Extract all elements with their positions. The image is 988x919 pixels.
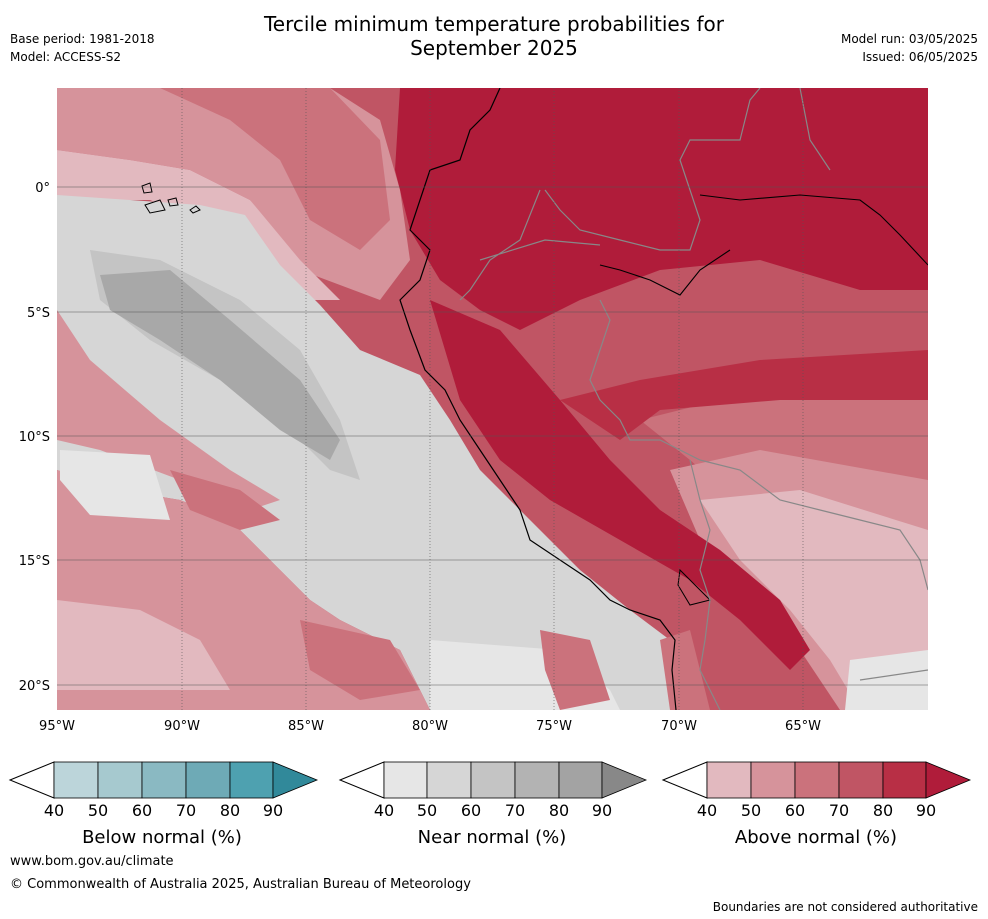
colorbar-below-tick-70: 70	[176, 801, 196, 820]
above-normal-60-patch-coast	[540, 630, 610, 710]
colorbar-near-normal: 40 50 60 70 80 90 Near normal (%)	[338, 761, 648, 848]
colorbar-near-min-triangle	[338, 761, 385, 799]
above-normal-60-region-northwest	[160, 88, 390, 250]
above-normal-60-patch-andes-south	[660, 630, 710, 710]
lon-label-70w: 70°W	[661, 719, 697, 734]
colorbar-below-min-triangle	[8, 761, 55, 799]
colorbar-near-swatch-2	[426, 761, 472, 799]
lon-label-95w: 95°W	[39, 719, 75, 734]
colorbar-below-max-triangle	[272, 761, 319, 799]
colorbar-near-tick-50: 50	[417, 801, 437, 820]
colorbar-above-swatch-3	[794, 761, 840, 799]
issued-text: Issued: 06/05/2025	[862, 50, 978, 64]
colorbar-near-tick-70: 70	[505, 801, 525, 820]
colorbar-below-swatch-3	[141, 761, 187, 799]
colorbar-near-swatch-5	[558, 761, 603, 799]
copyright-text: © Commonwealth of Australia 2025, Austra…	[10, 877, 471, 892]
colorbar-above-tick-70: 70	[829, 801, 849, 820]
colorbar-above-normal: 40 50 60 70 80 90 Above normal (%)	[661, 761, 972, 848]
near-normal-patch-west	[60, 450, 170, 520]
colorbar-below-swatch-2	[97, 761, 143, 799]
base-info: Base period: 1981-2018 Model: ACCESS-S2	[10, 30, 155, 66]
colorbar-below-swatch-4	[185, 761, 231, 799]
colorbar-near-title: Near normal (%)	[418, 827, 567, 848]
near-normal-70-region	[100, 270, 340, 460]
colorbar-below-tick-90: 90	[263, 801, 283, 820]
lat-label-20s: 20°S	[19, 679, 50, 694]
above-normal-60-patch-south	[300, 620, 420, 700]
lat-label-15s: 15°S	[19, 554, 50, 569]
probability-fields	[57, 88, 928, 710]
base-period-text: Base period: 1981-2018	[10, 32, 155, 46]
colorbar-above-tick-50: 50	[741, 801, 761, 820]
colorbar-above-tick-60: 60	[785, 801, 805, 820]
colorbar-above-title: Above normal (%)	[735, 827, 897, 848]
colorbar-below-tick-50: 50	[88, 801, 108, 820]
colorbar-above-tick-80: 80	[873, 801, 893, 820]
near-normal-region-southeast	[845, 650, 928, 710]
run-info: Model run: 03/05/2025 Issued: 06/05/2025	[841, 30, 978, 66]
galapagos-islands	[141, 182, 201, 214]
colorbar-above-tick-90: 90	[916, 801, 936, 820]
colorbar-near-swatch-4	[514, 761, 560, 799]
colorbar-near-tick-40: 40	[374, 801, 394, 820]
colorbar-near-tick-80: 80	[549, 801, 569, 820]
above-normal-90-region-north	[395, 88, 928, 330]
lat-label-5s: 5°S	[27, 306, 50, 321]
colorbar-near-tick-60: 60	[461, 801, 481, 820]
colorbar-near-tick-90: 90	[592, 801, 612, 820]
above-normal-80-band	[560, 350, 928, 440]
colorbar-below-tick-60: 60	[132, 801, 152, 820]
model-text: Model: ACCESS-S2	[10, 50, 122, 64]
colorbar-above-swatch-1	[706, 761, 752, 799]
lon-label-90w: 90°W	[164, 719, 200, 734]
title-line-1: Tercile minimum temperature probabilitie…	[263, 12, 725, 36]
colorbar-below-swatch-5	[229, 761, 274, 799]
lake-titicaca	[677, 568, 711, 606]
colorbar-near-swatch-3	[470, 761, 516, 799]
colorbar-above-tick-40: 40	[697, 801, 717, 820]
lat-label-0: 0°	[35, 181, 50, 196]
colorbar-below-tick-40: 40	[44, 801, 64, 820]
map-title: Tercile minimum temperature probabilitie…	[0, 12, 988, 60]
above-normal-50-tongue-west	[57, 310, 280, 510]
colorbar-above-swatch-5	[882, 761, 927, 799]
colorbar-near-max-triangle	[601, 761, 648, 799]
river-amazon	[599, 194, 928, 296]
lat-label-10s: 10°S	[19, 430, 50, 445]
colorbar-above-min-triangle	[661, 761, 708, 799]
above-normal-40-patch-southwest	[57, 600, 230, 690]
website-link[interactable]: www.bom.gov.au/climate	[10, 854, 174, 869]
above-normal-60-patch-west	[170, 470, 280, 530]
colorbar-below-swatch-1	[53, 761, 99, 799]
title-line-2: September 2025	[410, 36, 578, 60]
colorbar-below-title: Below normal (%)	[82, 827, 242, 848]
coastline-west	[399, 88, 677, 710]
lon-label-75w: 75°W	[536, 719, 572, 734]
colorbar-above-max-triangle	[925, 761, 972, 799]
above-normal-40-region-east	[700, 490, 928, 710]
gridlines	[57, 88, 928, 710]
colorbar-above-swatch-4	[838, 761, 884, 799]
lon-label-85w: 85°W	[288, 719, 324, 734]
colorbar-below-normal: 40 50 60 70 80 90 Below normal (%)	[8, 761, 319, 848]
lon-label-65w: 65°W	[785, 719, 821, 734]
colorbar-near-swatch-1	[383, 761, 428, 799]
above-normal-90-region-andes	[430, 300, 810, 670]
colorbar-above-swatch-2	[750, 761, 796, 799]
model-run-text: Model run: 03/05/2025	[840, 32, 978, 46]
colorbar-below-tick-80: 80	[220, 801, 240, 820]
country-borders	[459, 88, 928, 710]
disclaimer-text: Boundaries are not considered authoritat…	[713, 900, 978, 914]
lon-label-80w: 80°W	[412, 719, 448, 734]
